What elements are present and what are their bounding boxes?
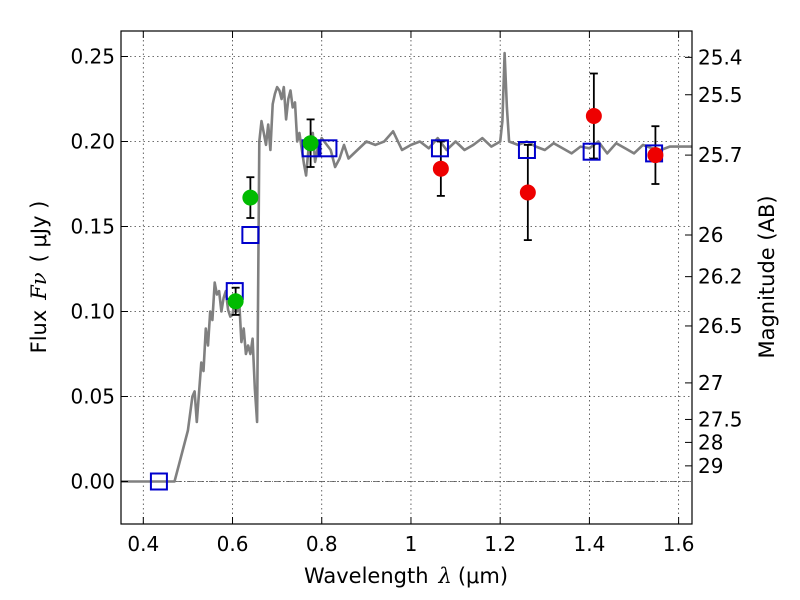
x-axis-unit: (μm) bbox=[458, 564, 508, 588]
y-tick-label: 0.00 bbox=[70, 470, 115, 494]
model-sed-layer bbox=[121, 51, 692, 483]
NIR-photometry-point bbox=[432, 160, 449, 177]
x-tick-label: 0.4 bbox=[127, 532, 159, 556]
x-tick-label: 1.6 bbox=[663, 532, 695, 556]
x-axis-label-text: Wavelength bbox=[304, 564, 429, 588]
tick-layer: 0.4 0.6 0.8 1 1.2 1.4 1.6 0.00 0.05 0.10 0.15 0.20 0… bbox=[70, 31, 743, 556]
x-tick-label: 1.4 bbox=[573, 532, 605, 556]
grid-layer bbox=[121, 31, 692, 524]
right-tick-label: 28 bbox=[698, 430, 723, 454]
optical-photometry-point bbox=[227, 293, 244, 310]
right-tick-label: 27 bbox=[698, 371, 723, 395]
x-tick-label: 0.8 bbox=[306, 532, 338, 556]
y-axis-label: Flux Fν ( μJy ) bbox=[27, 201, 51, 354]
y-axis-symbol: Fν bbox=[27, 272, 51, 301]
y-tick-label: 0.15 bbox=[70, 215, 115, 239]
right-tick-label: 27.5 bbox=[698, 407, 743, 431]
y-tick-label: 0.25 bbox=[70, 45, 115, 69]
x-tick-label: 0.6 bbox=[217, 532, 249, 556]
right-tick-label: 26 bbox=[698, 223, 723, 247]
x-tick-label: 1 bbox=[405, 532, 418, 556]
model-photometry-square bbox=[582, 142, 601, 161]
x-axis-symbol: λ bbox=[438, 564, 452, 588]
right-tick-label: 26.2 bbox=[698, 265, 743, 289]
plot-frame bbox=[120, 30, 693, 525]
NIR-photometry-point bbox=[647, 147, 664, 164]
model-photometry-layer bbox=[149, 139, 664, 491]
model-photometry-square bbox=[430, 139, 449, 158]
y-axis-label-text: Flux bbox=[27, 310, 51, 354]
model-photometry-square bbox=[241, 226, 260, 244]
y-tick-label: 0.20 bbox=[70, 130, 115, 154]
model-photometry-square bbox=[517, 141, 536, 159]
x-tick-label: 1.2 bbox=[484, 532, 516, 556]
optical-photometry-point bbox=[302, 135, 319, 152]
y-axis-unit: ( μJy ) bbox=[27, 201, 51, 263]
y-tick-label: 0.10 bbox=[70, 300, 115, 324]
NIR-photometry-point bbox=[519, 184, 536, 201]
model-photometry-square bbox=[319, 139, 338, 158]
NIR-photometry-point bbox=[585, 108, 602, 124]
right-tick-label: 25.4 bbox=[698, 45, 743, 69]
observed-photometry-layer bbox=[227, 108, 664, 310]
x-axis-label: Wavelength λ (μm) bbox=[304, 564, 508, 588]
optical-photometry-point bbox=[242, 189, 259, 206]
right-tick-label: 25.7 bbox=[698, 143, 743, 167]
right-tick-label: 25.5 bbox=[698, 83, 743, 107]
right-tick-label: 26.5 bbox=[698, 314, 743, 338]
model-sed-line bbox=[121, 51, 692, 483]
right-tick-label: 29 bbox=[698, 454, 723, 478]
y-tick-label: 0.05 bbox=[70, 385, 115, 409]
model-photometry-square bbox=[149, 472, 168, 491]
right-axis-label: Magnitude (AB) bbox=[755, 195, 779, 358]
